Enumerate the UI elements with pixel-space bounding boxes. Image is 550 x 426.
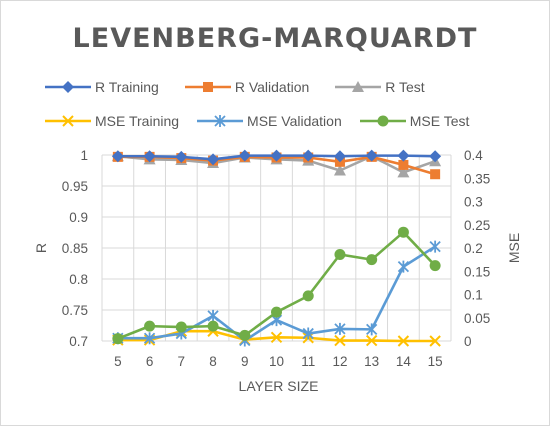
data-point-r-training: [365, 149, 378, 162]
legend-swatch-r-test: [335, 81, 382, 92]
data-point-mse-test: [366, 254, 378, 266]
data-point-r-training: [175, 150, 188, 163]
legend-label-mse-validation: MSE Validation: [247, 113, 342, 129]
y-left-tick-label: 0.75: [62, 303, 88, 318]
data-point-mse-test: [112, 333, 124, 345]
y-right-tick-label: 0.4: [464, 148, 483, 163]
y-right-tick-label: 0.05: [464, 311, 490, 326]
data-point-r-training: [333, 150, 346, 163]
x-tick-label: 8: [209, 354, 217, 369]
legend-label-r-training: R Training: [95, 79, 159, 95]
data-point-mse-test: [397, 226, 409, 238]
data-point-mse-training: [397, 335, 410, 347]
data-point-r-test: [333, 164, 346, 176]
legend-label-mse-test: MSE Test: [409, 113, 470, 129]
data-point-r-training: [111, 150, 124, 163]
legend-swatch-r-training: [45, 81, 91, 93]
data-point-r-training: [429, 150, 442, 163]
chart-title: LEVENBERG-MARQUARDT: [72, 23, 478, 54]
legend-label-r-test: R Test: [385, 79, 425, 95]
data-point-mse-validation: [429, 240, 441, 253]
x-tick-label: 7: [178, 354, 186, 369]
legend-row-2: MSE Training MSE Validation MSE Test: [45, 111, 495, 131]
y-left-tick-label: 0.8: [69, 272, 88, 287]
y-right-tick-label: 0.15: [464, 264, 490, 279]
data-point-mse-training: [429, 335, 441, 347]
x-tick-label: 10: [269, 354, 284, 369]
data-point-mse-test: [334, 249, 346, 261]
y-right-tick-label: 0.1: [464, 288, 483, 303]
data-point-r-test: [397, 166, 410, 178]
y-right-tick-label: 0.25: [464, 218, 490, 233]
data-point-r-training: [397, 149, 410, 162]
legend-item-r-validation: R Validation: [184, 77, 310, 97]
y-left-tick-label: 0.85: [62, 241, 88, 256]
y-right-tick-label: 0.2: [464, 241, 483, 256]
data-point-mse-test: [271, 306, 282, 318]
data-point-r-training: [302, 149, 315, 162]
data-point-mse-validation: [302, 327, 314, 340]
data-point-r-validation: [398, 159, 409, 170]
data-point-mse-test: [175, 321, 187, 333]
data-point-mse-test: [302, 290, 314, 302]
legend-item-r-training: R Training: [45, 77, 159, 97]
data-point-r-training: [238, 149, 251, 162]
legend-swatch-mse-validation: [197, 115, 244, 127]
x-tick-label: 14: [396, 354, 412, 369]
data-point-mse-validation: [397, 260, 410, 273]
y-left-axis-title: R: [33, 243, 49, 253]
legend-row-1: R Training R Validation R Test: [45, 77, 451, 97]
legend-swatch-r-validation: [184, 82, 231, 92]
data-point-mse-test: [207, 320, 219, 332]
data-point-r-training: [207, 153, 220, 166]
data-point-mse-validation: [334, 322, 346, 335]
x-tick-label: 15: [428, 354, 443, 369]
x-tick-label: 13: [364, 354, 379, 369]
data-point-mse-training: [334, 334, 346, 347]
x-tick-label: 11: [301, 354, 315, 369]
data-point-mse-training: [365, 334, 378, 347]
legend-label-r-validation: R Validation: [234, 79, 310, 95]
data-point-mse-test: [239, 329, 251, 341]
y-left-tick-label: 0.95: [62, 179, 88, 194]
y-left-tick-label: 1: [80, 148, 88, 163]
y-right-tick-label: 0: [464, 334, 472, 349]
x-tick-label: 12: [332, 354, 347, 369]
x-tick-label: 5: [114, 354, 122, 369]
legend-item-mse-validation: MSE Validation: [197, 111, 342, 131]
legend-item-r-test: R Test: [335, 77, 425, 97]
data-point-mse-validation: [207, 309, 219, 322]
y-right-tick-label: 0.35: [464, 171, 490, 186]
data-point-mse-training: [270, 331, 283, 343]
data-point-mse-test: [144, 320, 156, 332]
y-right-axis-title: MSE: [506, 233, 522, 263]
legend-swatch-mse-training: [45, 115, 91, 127]
data-point-r-training: [270, 149, 283, 162]
data-point-mse-test: [429, 260, 441, 272]
y-right-tick-label: 0.3: [464, 195, 483, 210]
data-point-mse-validation: [366, 323, 378, 336]
x-axis-title: LAYER SIZE: [239, 378, 319, 394]
data-point-mse-validation: [143, 332, 156, 345]
y-left-tick-label: 0.7: [69, 334, 88, 349]
legend-swatch-mse-test: [359, 115, 406, 127]
data-point-r-validation: [430, 169, 441, 180]
data-point-r-training: [143, 150, 156, 163]
y-left-tick-label: 0.9: [69, 210, 88, 225]
x-tick-label: 9: [241, 354, 249, 369]
legend-label-mse-training: MSE Training: [95, 113, 180, 129]
legend-item-mse-training: MSE Training: [45, 111, 179, 131]
x-tick-label: 6: [146, 354, 154, 369]
legend-item-mse-test: MSE Test: [359, 111, 470, 131]
